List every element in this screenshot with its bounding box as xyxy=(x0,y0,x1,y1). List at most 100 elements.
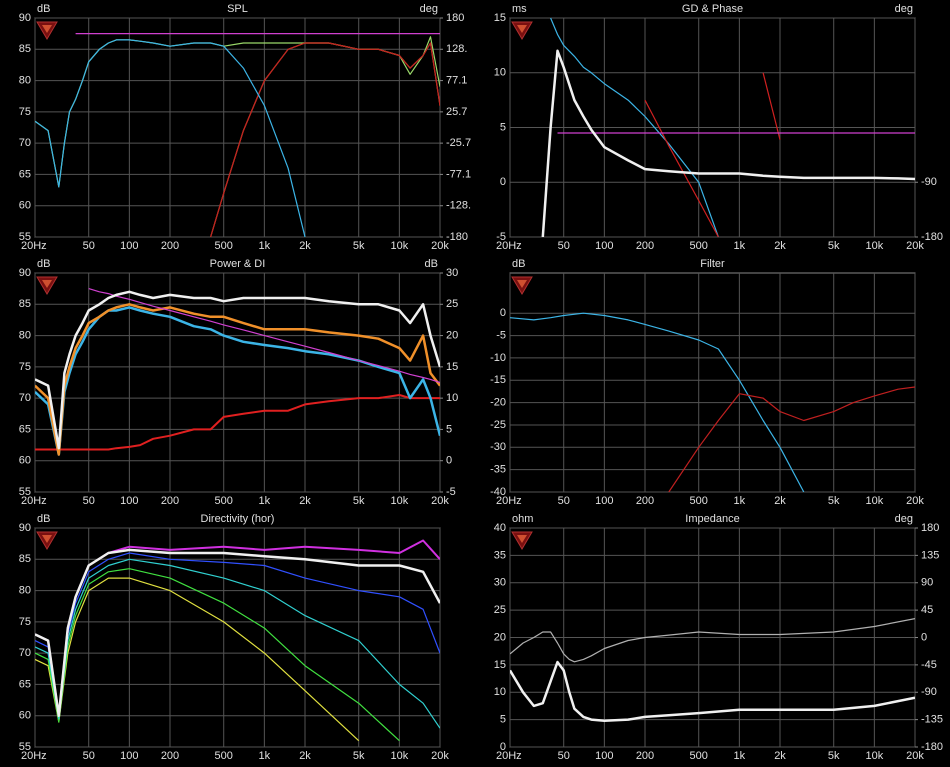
x-tick-label: 1k xyxy=(734,750,746,762)
y2-tick-label: 180 xyxy=(446,12,464,24)
x-tick-label: 100 xyxy=(120,495,138,507)
x-tick-label: 20Hz xyxy=(21,495,47,507)
y2-tick-label: 0 xyxy=(921,631,927,643)
y2-tick-label: 180 xyxy=(921,522,939,534)
y-tick-label: 90 xyxy=(19,522,31,534)
y-tick-label: 75 xyxy=(19,106,31,118)
x-tick-label: 20Hz xyxy=(21,750,47,762)
y-tick-label: 80 xyxy=(19,584,31,596)
x-tick-label: 500 xyxy=(215,240,233,252)
x-tick-label: 10k xyxy=(865,240,883,252)
y2-tick-label: -90 xyxy=(921,176,937,188)
y2-tick-label: 135 xyxy=(921,549,939,561)
x-tick-label: 1k xyxy=(734,495,746,507)
x-tick-label: 20k xyxy=(431,750,449,762)
x-tick-label: 500 xyxy=(690,495,708,507)
y-axis-label: dB xyxy=(37,513,50,525)
x-tick-label: 5k xyxy=(353,750,365,762)
logo xyxy=(517,280,527,288)
y-tick-label: 5 xyxy=(500,714,506,726)
x-tick-label: 20k xyxy=(906,495,924,507)
x-tick-label: 10k xyxy=(390,495,408,507)
x-tick-label: 1k xyxy=(259,495,271,507)
y-tick-label: -10 xyxy=(490,352,506,364)
x-tick-label: 20Hz xyxy=(496,240,522,252)
y2-axis-label: dB xyxy=(425,258,438,270)
logo xyxy=(42,280,52,288)
y-tick-label: 80 xyxy=(19,74,31,86)
plot-area xyxy=(34,272,441,493)
y-tick-label: 85 xyxy=(19,298,31,310)
y-tick-label: 90 xyxy=(19,12,31,24)
x-tick-label: 50 xyxy=(83,750,95,762)
series-group xyxy=(35,33,440,237)
y-tick-label: 60 xyxy=(19,455,31,467)
y-tick-label: 0 xyxy=(500,307,506,319)
x-tick-label: 20Hz xyxy=(496,750,522,762)
y2-tick-label: 15 xyxy=(446,361,458,373)
chart-panel: Directivity (hor) dB 20Hz 50 100 200 500 1k 2k 5k… xyxy=(19,513,450,762)
series-line xyxy=(510,312,805,492)
series-group xyxy=(35,539,440,742)
chart-title: Impedance xyxy=(685,513,739,525)
y2-tick-label: 25.7 xyxy=(446,106,467,118)
x-tick-label: 100 xyxy=(120,750,138,762)
y-axis-label: dB xyxy=(512,258,525,270)
y-tick-label: -25 xyxy=(490,419,506,431)
x-tick-label: 1k xyxy=(259,750,271,762)
y2-tick-label: 128. xyxy=(446,43,467,55)
x-tick-label: 50 xyxy=(558,750,570,762)
y-tick-label: -40 xyxy=(490,486,506,498)
y-tick-label: 60 xyxy=(19,710,31,722)
x-tick-label: 50 xyxy=(83,495,95,507)
series-group xyxy=(510,618,915,722)
logo xyxy=(517,535,527,543)
x-tick-label: 2k xyxy=(299,240,311,252)
y-tick-label: 10 xyxy=(494,686,506,698)
x-tick-label: 5k xyxy=(828,750,840,762)
x-tick-label: 100 xyxy=(595,495,613,507)
x-tick-label: 200 xyxy=(636,240,654,252)
x-tick-label: 20k xyxy=(906,750,924,762)
y-tick-label: 60 xyxy=(19,200,31,212)
y-tick-label: 70 xyxy=(19,392,31,404)
y-tick-label: 55 xyxy=(19,486,31,498)
series-line xyxy=(35,548,440,717)
x-tick-label: 1k xyxy=(734,240,746,252)
x-tick-label: 2k xyxy=(774,240,786,252)
chart-title: Filter xyxy=(700,258,725,270)
x-tick-label: 200 xyxy=(636,495,654,507)
series-group xyxy=(35,288,440,456)
chart-title: Power & DI xyxy=(210,258,266,270)
y2-tick-label: 0 xyxy=(446,455,452,467)
x-tick-label: 50 xyxy=(558,495,570,507)
y2-tick-label: 25 xyxy=(446,298,458,310)
x-tick-label: 200 xyxy=(636,750,654,762)
y-tick-label: 75 xyxy=(19,361,31,373)
x-tick-label: 100 xyxy=(595,750,613,762)
series-line xyxy=(510,660,915,722)
series-line xyxy=(35,39,306,237)
y-tick-label: 35 xyxy=(494,549,506,561)
y2-axis-label: deg xyxy=(895,3,913,15)
y-tick-label: 0 xyxy=(500,176,506,188)
x-tick-label: 2k xyxy=(299,750,311,762)
plot-area xyxy=(34,17,441,238)
y2-tick-label: 77.1 xyxy=(446,75,467,87)
y-tick-label: 70 xyxy=(19,647,31,659)
x-tick-label: 200 xyxy=(161,240,179,252)
x-tick-label: 500 xyxy=(215,495,233,507)
y2-tick-label: -5 xyxy=(446,486,456,498)
series-line xyxy=(35,303,440,456)
y2-tick-label: 20 xyxy=(446,329,458,341)
chart-title: GD & Phase xyxy=(682,3,743,15)
logo xyxy=(42,25,52,33)
y-tick-label: 80 xyxy=(19,329,31,341)
y2-tick-label: 30 xyxy=(446,267,458,279)
y2-axis-label: deg xyxy=(895,513,913,525)
logo xyxy=(517,25,527,33)
y-tick-label: 15 xyxy=(494,12,506,24)
x-tick-label: 20k xyxy=(431,240,449,252)
y-tick-label: 75 xyxy=(19,616,31,628)
